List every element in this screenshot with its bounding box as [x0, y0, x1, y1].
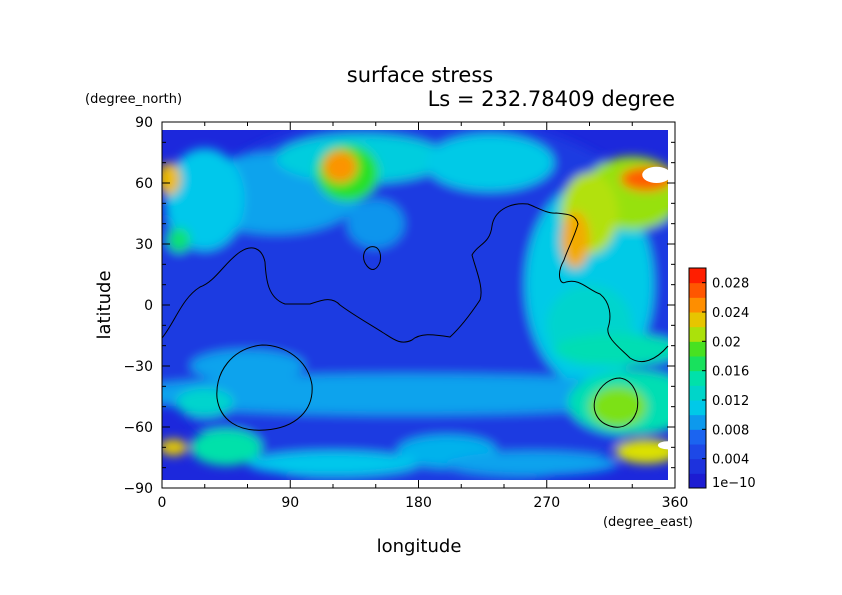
heatmap-region — [347, 199, 405, 249]
colorbar-segment — [689, 414, 706, 430]
x-axis-label: longitude — [377, 536, 462, 557]
y-tick-label: 30 — [135, 237, 153, 253]
heatmap-region — [425, 134, 554, 192]
contour-line-basin-a — [216, 344, 313, 431]
chart-title: surface stress — [347, 63, 493, 87]
colorbar-segment — [689, 473, 706, 489]
colorbar-segment — [689, 356, 706, 372]
contour-line-island — [363, 246, 381, 270]
y-tick-label: 0 — [144, 298, 153, 314]
x-axis-ticks: 0 90 180 270 360 — [158, 122, 689, 511]
heatmap-region — [162, 162, 181, 196]
colorbar-segment — [689, 312, 706, 328]
heatmap-region — [176, 388, 234, 417]
colorbar-segment — [689, 400, 706, 416]
heatmap-region — [561, 211, 590, 269]
y-tick-label: 90 — [135, 115, 153, 131]
heatmap-region — [553, 333, 668, 366]
heatmap-region — [589, 386, 647, 427]
colorbar-segment — [689, 370, 706, 386]
x-unit-label: (degree_east) — [603, 515, 693, 530]
colorbar-segment — [689, 458, 706, 474]
colorbar-segment — [689, 385, 706, 401]
x-tick-label: 360 — [662, 495, 689, 511]
heatmap-region — [190, 429, 262, 466]
y-tick-label: 60 — [135, 176, 153, 192]
heatmap-region — [615, 439, 668, 464]
heatmap-region — [164, 148, 245, 251]
colorbar-tick-label: 0.028 — [712, 277, 749, 292]
colorbar-segment — [689, 297, 706, 313]
heatmap-field — [162, 130, 668, 480]
heatmap-regions — [162, 130, 668, 480]
colorbar-tick-label: 0.012 — [712, 394, 749, 409]
contour-line-continent-a — [161, 203, 669, 362]
x-tick-label: 270 — [533, 495, 560, 511]
heatmap-region — [447, 451, 618, 476]
colorbar-segment — [689, 341, 706, 357]
y-axis-ticks: 90 60 30 0 −30 −60 −90 — [123, 115, 675, 497]
colorbar-segment — [689, 268, 706, 284]
heatmap-region — [162, 439, 188, 456]
colorbar-tick-label: 1e−10 — [712, 476, 756, 491]
x-tick-label: 0 — [158, 495, 167, 511]
heatmap-max-region — [657, 441, 668, 450]
colorbar-segment — [689, 444, 706, 460]
y-unit-label: (degree_north) — [85, 92, 182, 107]
y-tick-label: −90 — [123, 481, 153, 497]
colorbar-segment — [689, 429, 706, 445]
y-tick-label: −60 — [123, 420, 153, 436]
colorbar-frame — [688, 267, 707, 489]
heatmap-max-regions — [642, 166, 668, 450]
heatmap-region — [162, 374, 668, 415]
heatmap-region — [247, 451, 419, 476]
chart-subtitle: Ls = 232.78409 degree — [428, 87, 675, 111]
colorbar-tick-label: 0.02 — [712, 335, 741, 350]
colorbar-tick-label: 0.004 — [712, 453, 749, 468]
colorbar-segment — [689, 326, 706, 342]
colorbar-tick-label: 0.008 — [712, 423, 749, 438]
heatmap-region — [323, 150, 358, 183]
heatmap-max-region — [642, 166, 668, 183]
contour-lines — [161, 203, 669, 431]
y-tick-label: −30 — [123, 359, 153, 375]
heatmap-region — [190, 349, 305, 383]
x-tick-label: 90 — [281, 495, 299, 511]
x-tick-label: 180 — [405, 495, 432, 511]
heatmap-region — [167, 227, 191, 253]
colorbar-tick-label: 0.016 — [712, 365, 749, 380]
y-axis-label: latitude — [94, 270, 115, 339]
colorbar: 1e−10 0.004 0.008 0.012 0.016 0.02 0.024 0.028 — [688, 267, 756, 491]
colorbar-tick-label: 0.024 — [712, 306, 749, 321]
colorbar-segment — [689, 282, 706, 298]
contour-line-basin-b — [593, 377, 639, 428]
